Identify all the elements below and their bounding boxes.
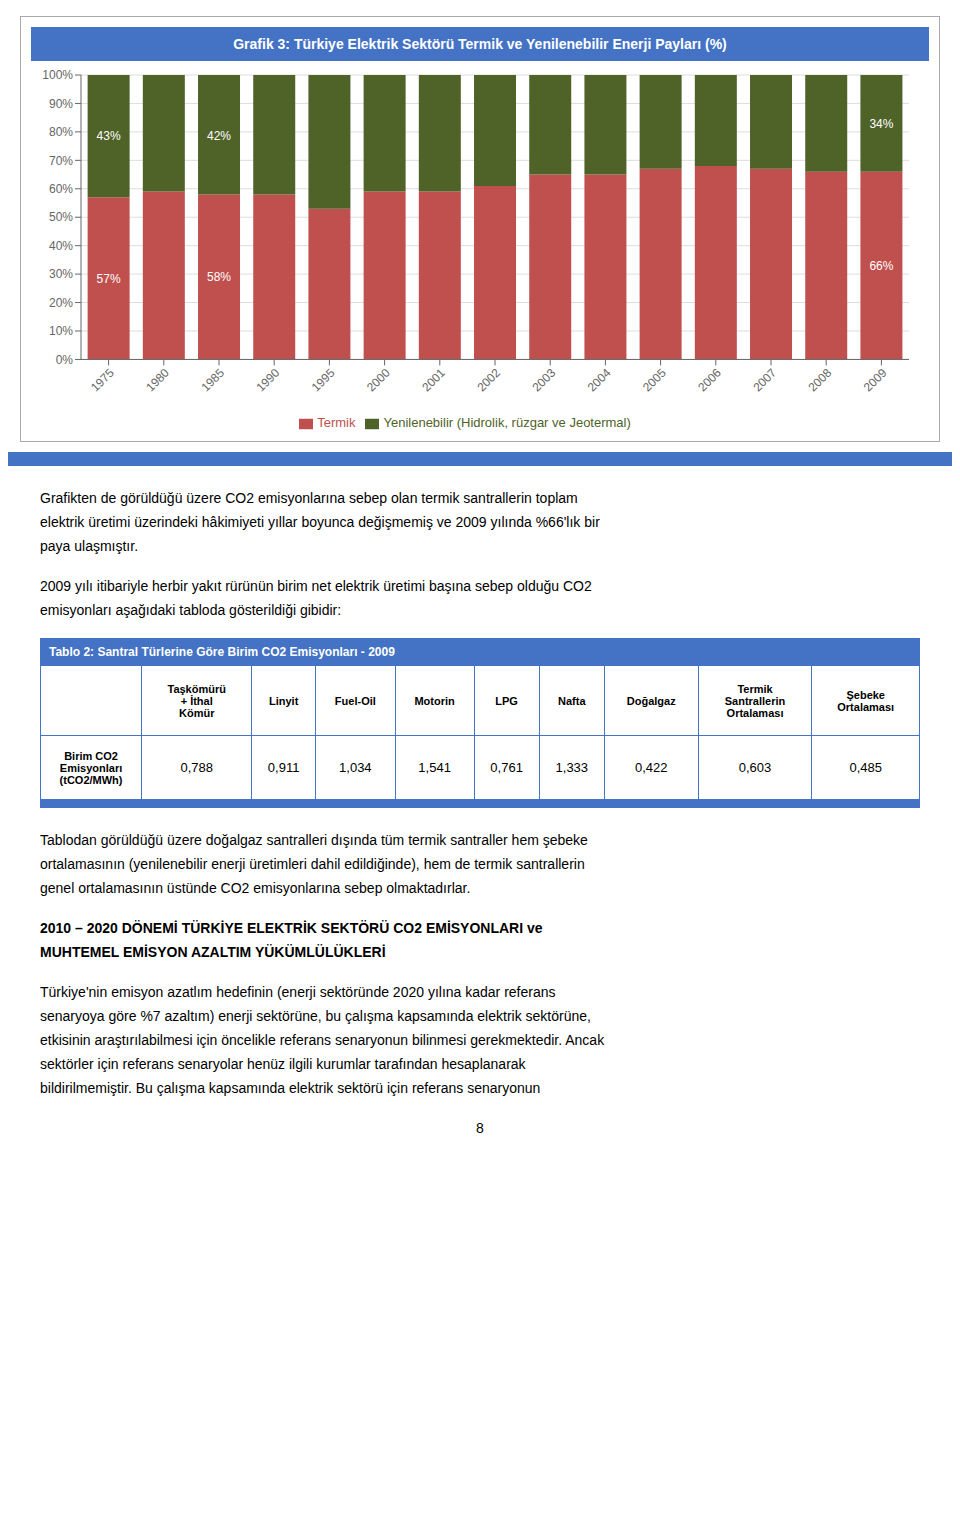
html-text:Linyit: Linyit <box>269 694 299 707</box>
html-text:1,034: 1,034 <box>339 760 372 775</box>
svg-text:2005: 2005 <box>640 365 669 394</box>
svg-text:100%: 100% <box>42 68 73 82</box>
svg-text:1980: 1980 <box>143 365 172 394</box>
svg-text:2009: 2009 <box>861 365 890 394</box>
svg-text:58%: 58% <box>207 270 231 284</box>
svg-text:0%: 0% <box>56 353 74 367</box>
html-text:Termik: Termik <box>317 415 356 431</box>
html-text:Taşkömürü + İthal Kömür: Taşkömürü + İthal Kömür <box>167 682 226 719</box>
svg-text:90%: 90% <box>49 97 73 111</box>
svg-text:60%: 60% <box>49 182 73 196</box>
html-text:0,911: 0,911 <box>267 760 300 775</box>
html-text:bildirilmemiştir. Bu çalışma k: bildirilmemiştir. Bu çalışma kapsamında … <box>40 1080 541 1096</box>
svg-text:57%: 57% <box>97 272 121 286</box>
html-text:Nafta: Nafta <box>558 694 586 707</box>
html-text:Fuel-Oil: Fuel-Oil <box>334 694 376 707</box>
html-text:8: 8 <box>476 1120 484 1136</box>
html-text:Tablodan görüldüğü üzere doğal: Tablodan görüldüğü üzere doğalgaz santra… <box>40 832 588 848</box>
html-text:etkisinin araştırılabilmesi iç: etkisinin araştırılabilmesi için öncelik… <box>40 1032 605 1048</box>
html-text:Motorin: Motorin <box>414 694 455 707</box>
svg-text:43%: 43% <box>97 129 121 143</box>
html-text:Birim CO2 Emisyonları (tCO2/MW: Birim CO2 Emisyonları (tCO2/MWh) <box>59 749 123 786</box>
svg-text:80%: 80% <box>49 125 73 139</box>
svg-text:1985: 1985 <box>198 365 227 394</box>
svg-text:70%: 70% <box>49 154 73 168</box>
html-text:Türkiye'nin emisyon azatlım he: Türkiye'nin emisyon azatlım hedefinin (e… <box>40 984 556 1000</box>
svg-text:2007: 2007 <box>750 365 779 394</box>
svg-text:2006: 2006 <box>695 365 724 394</box>
html-text:0,788: 0,788 <box>180 760 213 775</box>
html-text:LPG: LPG <box>495 694 518 707</box>
html-text:MUHTEMEL EMİSYON AZALTIM YÜKÜM: MUHTEMEL EMİSYON AZALTIM YÜKÜMLÜLÜKLERİ <box>40 944 386 960</box>
html-text:paya ulaşmıştır.: paya ulaşmıştır. <box>40 538 138 554</box>
html-text:emisyonları aşağıdaki tabloda: emisyonları aşağıdaki tabloda gösterildi… <box>40 602 342 618</box>
html-text:0,603: 0,603 <box>738 760 772 775</box>
svg-text:2004: 2004 <box>585 365 614 394</box>
svg-text:66%: 66% <box>869 259 893 273</box>
html-text:1,333: 1,333 <box>555 760 589 775</box>
html-text:sektörler için referans senary: sektörler için referans senaryolar henüz… <box>40 1056 526 1072</box>
svg-text:40%: 40% <box>49 239 73 253</box>
svg-text:30%: 30% <box>49 267 73 281</box>
html-text:2009 yılı itibariyle herbir ya: 2009 yılı itibariyle herbir yakıt rürünü… <box>40 578 592 594</box>
svg-text:2008: 2008 <box>806 365 835 394</box>
svg-text:20%: 20% <box>49 296 73 310</box>
svg-text:2002: 2002 <box>474 365 503 394</box>
svg-text:1975: 1975 <box>88 365 117 394</box>
html-text:Grafikten de görüldüğü üzere C: Grafikten de görüldüğü üzere CO2 emisyon… <box>40 490 578 506</box>
svg-text:1995: 1995 <box>309 365 338 394</box>
html-text:elektrik üretimi üzerindeki hâ: elektrik üretimi üzerindeki hâkimiyeti y… <box>40 514 600 530</box>
html-text:Şebeke Ortalaması: Şebeke Ortalaması <box>837 688 895 713</box>
html-text:1,541: 1,541 <box>418 760 451 775</box>
html-text:ortalamasının (yenilenebilir e: ortalamasının (yenilenebilir enerji üret… <box>40 856 585 872</box>
html-text:2010 – 2020 DÖNEMİ TÜRKİYE ELE: 2010 – 2020 DÖNEMİ TÜRKİYE ELEKTRİK SEKT… <box>40 920 543 936</box>
html-text:Grafik 3: Türkiye Elektrik Sek: Grafik 3: Türkiye Elektrik Sektörü Termi… <box>233 36 727 52</box>
svg-text:34%: 34% <box>869 117 893 131</box>
html-text:Tablo 2: Santral Türlerine Gör: Tablo 2: Santral Türlerine Göre Birim CO… <box>49 645 395 659</box>
html-text:0,422: 0,422 <box>635 760 668 775</box>
svg-text:2003: 2003 <box>530 365 559 394</box>
svg-text:1990: 1990 <box>254 365 283 394</box>
svg-text:2000: 2000 <box>364 365 393 394</box>
svg-text:2001: 2001 <box>419 365 448 394</box>
html-text:0,485: 0,485 <box>849 760 882 775</box>
svg-text:42%: 42% <box>207 129 231 143</box>
svg-text:50%: 50% <box>49 210 73 224</box>
html-text:Doğalgaz: Doğalgaz <box>626 694 676 707</box>
html-text:0,761: 0,761 <box>490 760 523 775</box>
html-text:senaryoya göre %7 azaltım) ene: senaryoya göre %7 azaltım) enerji sektör… <box>40 1008 591 1024</box>
svg-text:10%: 10% <box>49 324 73 338</box>
html-text:Yenilenebilir (Hidrolik, rüzga: Yenilenebilir (Hidrolik, rüzgar ve Jeote… <box>383 415 631 431</box>
html-text:Termik Santrallerin Ortalaması: Termik Santrallerin Ortalaması <box>724 682 786 719</box>
html-text:genel ortalamasının üstünde CO: genel ortalamasının üstünde CO2 emisyonl… <box>40 880 471 896</box>
